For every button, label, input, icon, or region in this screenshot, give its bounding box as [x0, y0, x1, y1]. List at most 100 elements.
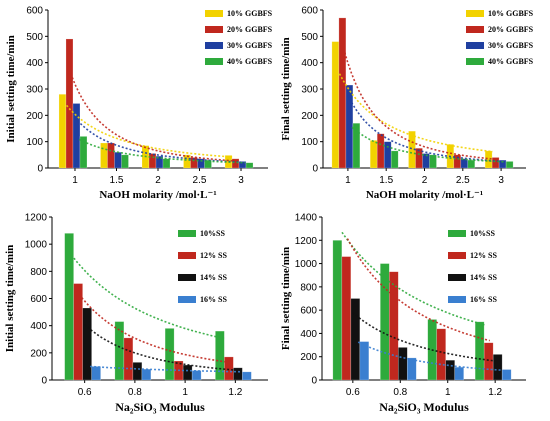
bar [164, 328, 175, 381]
bar [162, 158, 171, 169]
trend-line [346, 238, 490, 342]
bar [445, 359, 456, 381]
y-tick-label: 200 [300, 352, 317, 363]
x-axis-label: Na₂SiO₃ Modulus [379, 400, 469, 414]
x-tick-label: 0.6 [346, 387, 360, 398]
bar [64, 233, 74, 381]
chart-panel-3: 0 200 400 600 800 1000 1200 0.6 0.8 1 1.2 10%SS 12% … [4, 213, 268, 414]
bar [454, 366, 465, 381]
bar [429, 154, 437, 169]
legend-swatch [448, 274, 466, 281]
y-tick-label: 1400 [295, 213, 318, 224]
legend-swatch [466, 42, 484, 49]
bar [397, 347, 408, 381]
bar [82, 307, 92, 381]
legend-label: 20% GGBFS [488, 25, 534, 34]
legend-swatch [178, 274, 196, 281]
bar [436, 328, 447, 381]
legend-label: 10%SS [470, 229, 495, 238]
legend-label: 10% GGBFS [488, 9, 534, 18]
legend-swatch [178, 296, 196, 303]
bar [121, 154, 129, 169]
bar [467, 159, 476, 169]
bar [474, 321, 485, 381]
y-tick-label: 500 [26, 32, 43, 43]
bar [231, 158, 240, 169]
y-tick-label: 100 [301, 137, 318, 148]
bar [148, 153, 157, 169]
trend-line [84, 324, 236, 371]
chart-panel-2: 0 100 200 300 400 500 600 1 1.5 2 2.5 3 10% GGBFS 20%… [280, 6, 534, 202]
y-tick-label: 400 [30, 321, 47, 332]
bar [383, 141, 392, 169]
x-tick-label: 1 [182, 387, 188, 398]
y-tick-label: 300 [301, 85, 318, 96]
y-tick-label: 0 [37, 164, 43, 175]
trend-line [342, 48, 497, 161]
y-tick-label: 200 [26, 111, 43, 122]
legend-swatch [178, 252, 196, 259]
y-tick-label: 1000 [25, 240, 48, 251]
x-tick-label: 1.5 [110, 175, 124, 186]
trend-line [74, 117, 242, 163]
bar [132, 362, 143, 381]
x-tick-label: 1.2 [228, 387, 242, 398]
trend-line [78, 293, 231, 364]
legend-label: 40% GGBFS [227, 57, 273, 66]
legend-label: 12% SS [200, 251, 227, 260]
y-tick-label: 500 [301, 32, 318, 43]
x-tick-label: 1 [72, 175, 78, 186]
trend-line [73, 257, 225, 340]
bar [72, 103, 81, 169]
bar [224, 356, 234, 381]
legend-label: 14% SS [200, 273, 227, 282]
bar [350, 298, 361, 381]
y-tick-label: 800 [30, 267, 47, 278]
bar [182, 364, 193, 381]
legend-label: 20% GGBFS [227, 25, 273, 34]
legend-swatch [205, 58, 223, 65]
x-tick-label: 0.8 [128, 387, 142, 398]
bar [369, 140, 378, 169]
x-tick-label: 0.6 [78, 387, 92, 398]
y-tick-label: 1000 [295, 259, 318, 270]
legend-label: 40% GGBFS [488, 57, 534, 66]
y-tick-label: 100 [26, 137, 43, 148]
legend-swatch [466, 26, 484, 33]
x-tick-label: 0.8 [393, 387, 407, 398]
chart-panel-1: 0 100 200 300 400 500 600 1 1.5 2 2.5 3 10% GGBFS 20%… [5, 6, 273, 202]
y-axis-label: Initial setting time/min [4, 245, 16, 353]
y-tick-label: 600 [30, 294, 47, 305]
x-tick-label: 2.5 [193, 175, 207, 186]
y-tick-label: 600 [300, 306, 317, 317]
y-axis-label: Final setting time/min [280, 247, 292, 350]
trend-line [352, 312, 496, 362]
bar [114, 151, 122, 169]
bar [505, 161, 514, 169]
bar [242, 371, 252, 381]
bar [191, 370, 202, 381]
y-tick-label: 200 [30, 348, 47, 359]
bar [332, 239, 343, 381]
bar [204, 159, 212, 169]
chart-panel-4: 0 200 400 600 800 1000 1200 1400 0.6 0.8 1 1.2 10%SS… [280, 213, 526, 414]
bar [245, 162, 254, 169]
legend-label: 30% GGBFS [488, 41, 534, 50]
y-tick-label: 400 [26, 58, 43, 69]
bar [341, 256, 352, 381]
bar [58, 93, 67, 169]
trend-line [65, 104, 233, 158]
legend-swatch [448, 252, 466, 259]
y-tick-label: 200 [301, 111, 318, 122]
bar [79, 136, 88, 169]
legend-label: 16% SS [200, 295, 227, 304]
bar [376, 133, 385, 169]
y-tick-label: 600 [301, 6, 318, 17]
bar [352, 122, 361, 169]
y-tick-label: 0 [41, 376, 47, 387]
bar [123, 337, 134, 381]
x-axis-label: NaOH molarity /mol·L⁻¹ [99, 189, 216, 201]
y-tick-label: 0 [312, 164, 318, 175]
x-tick-label: 3 [498, 175, 504, 186]
y-tick-label: 400 [300, 329, 317, 340]
